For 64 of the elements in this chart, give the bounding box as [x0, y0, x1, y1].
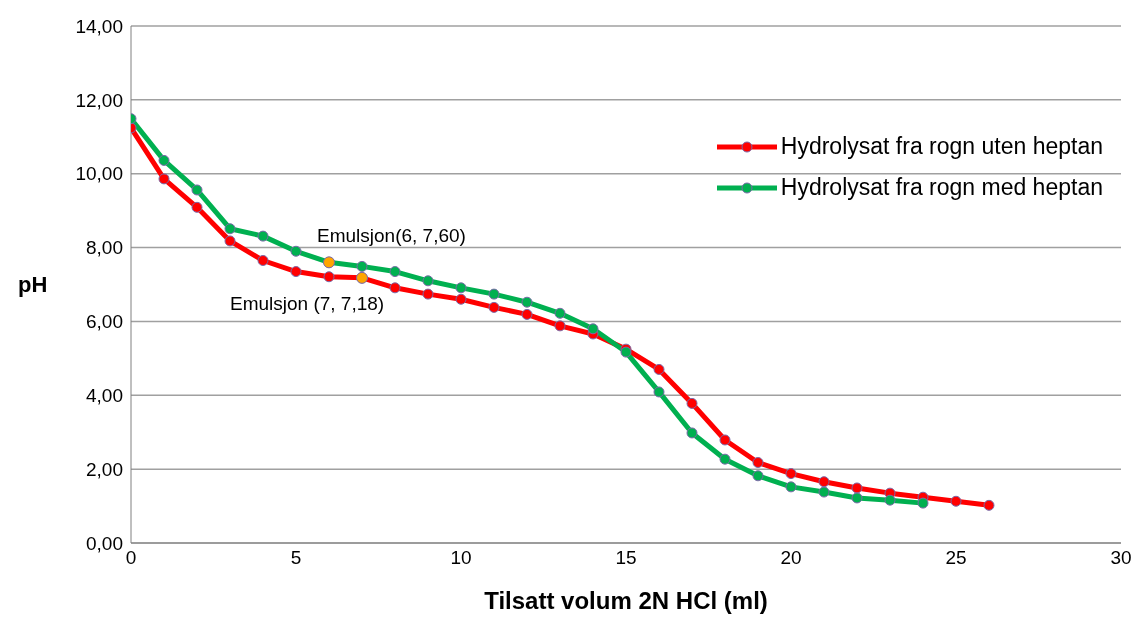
y-tick-label: 10,00: [75, 163, 123, 185]
y-tick-label: 2,00: [86, 458, 123, 480]
point: [785, 481, 797, 493]
x-tick-label: 10: [450, 547, 472, 569]
legend-label: Hydrolysat fra rogn med heptan: [780, 174, 1103, 201]
point: [422, 288, 434, 300]
point: [521, 308, 533, 320]
annotation: Emulsjon (7, 7,18): [230, 292, 385, 314]
y-tick-label: 6,00: [86, 311, 123, 333]
point: [653, 386, 665, 398]
y-tick-label: 8,00: [86, 237, 123, 259]
point: [752, 470, 764, 482]
x-tick-label: 25: [945, 547, 967, 569]
point: [587, 323, 599, 335]
annotation: Emulsjon(6, 7,60): [317, 225, 466, 247]
point: [488, 301, 500, 313]
point: [257, 255, 269, 266]
point: [983, 499, 995, 511]
point: [455, 282, 467, 294]
y-tick-label: 0,00: [86, 532, 123, 554]
point: [191, 184, 203, 196]
point: [686, 397, 698, 409]
point: [290, 266, 302, 278]
y-tick-label: 14,00: [75, 15, 123, 37]
point: [851, 492, 863, 504]
point: [917, 497, 929, 509]
point: [653, 363, 665, 375]
point: [818, 486, 830, 498]
point: [158, 173, 170, 185]
point: [686, 427, 698, 439]
point: [488, 288, 500, 300]
point: [884, 494, 896, 506]
legend-label: Hydrolysat fra rogn uten heptan: [780, 133, 1103, 160]
point: [752, 457, 764, 468]
point: [290, 245, 302, 257]
point: [554, 307, 566, 319]
point: [356, 260, 368, 272]
point: [389, 266, 401, 278]
x-tick-label: 15: [615, 547, 637, 569]
point: [455, 293, 467, 305]
y-tick-label: 4,00: [86, 385, 123, 407]
y-tick-label: 12,00: [75, 89, 123, 111]
point: [851, 482, 863, 494]
point: [389, 282, 401, 294]
point: [158, 154, 170, 166]
x-tick-label: 5: [290, 547, 302, 569]
x-tick-label: 20: [780, 547, 802, 569]
point: [224, 223, 236, 235]
point: [719, 453, 731, 465]
point: [950, 495, 962, 507]
point: [422, 275, 434, 287]
y-axis-title: pH: [18, 272, 48, 298]
point: [224, 235, 236, 247]
point: [554, 320, 566, 332]
point: [818, 476, 830, 488]
point: [719, 434, 731, 446]
point: [521, 296, 533, 308]
point: [191, 201, 203, 213]
x-tick-label: 0: [125, 547, 137, 569]
point: [785, 468, 797, 480]
point: [323, 271, 335, 283]
x-axis-title: Tilsatt volum 2N HCl (ml): [484, 587, 768, 614]
point: [257, 230, 269, 242]
x-tick-label: 30: [1110, 547, 1132, 569]
